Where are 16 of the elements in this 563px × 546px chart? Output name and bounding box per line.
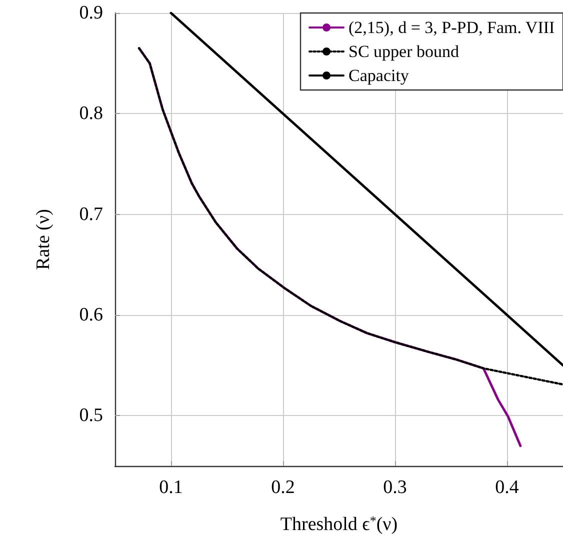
x-tick-label: 0.3: [383, 477, 407, 498]
y-axis-title: Rate (ν): [33, 209, 54, 270]
y-tick-label: 0.8: [79, 103, 103, 124]
line-series: [138, 47, 563, 386]
x-tick-label: 0.4: [495, 477, 520, 498]
y-tick-label: 0.9: [79, 2, 103, 24]
y-tick-label: 0.5: [79, 405, 103, 426]
x-axis-title: Threshold ϵ*(ν): [280, 513, 398, 535]
legend-label: (2,15), d = 3, P-PD, Fam. VIII: [348, 18, 556, 37]
y-tick-label: 0.7: [79, 204, 103, 225]
x-tick-label: 0.2: [271, 477, 295, 498]
line-series: [138, 47, 522, 448]
legend-label: SC upper bound: [348, 42, 460, 61]
legend-label: Capacity: [348, 66, 410, 85]
x-tick-label: 0.1: [159, 477, 183, 498]
y-tick-label: 0.6: [79, 304, 103, 326]
